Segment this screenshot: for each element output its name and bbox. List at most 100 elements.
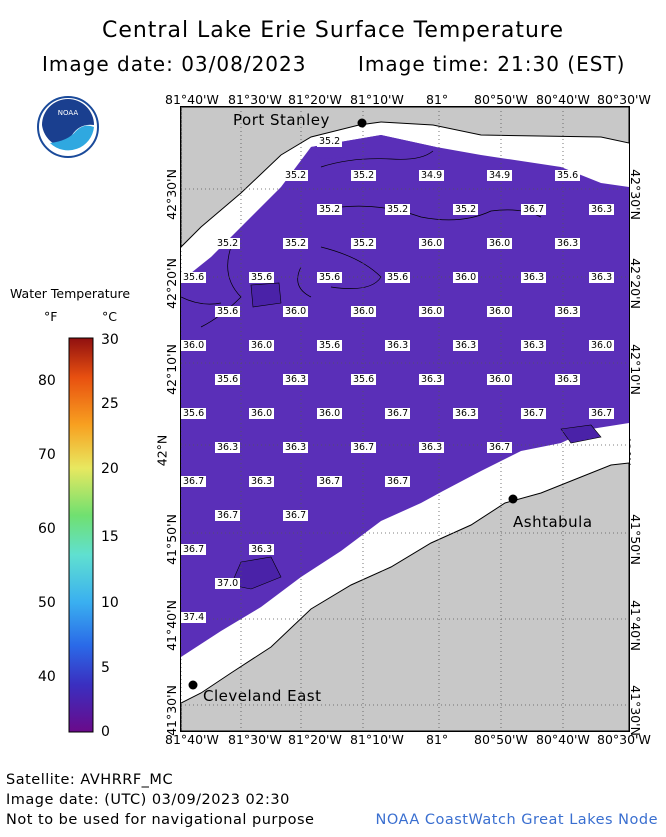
port-stanley-label: Port Stanley	[233, 111, 330, 129]
temp-label: 36.0	[317, 408, 343, 419]
lon-label: 80°30'W	[597, 732, 651, 747]
temp-label: 36.7	[521, 408, 547, 419]
temp-label: 36.7	[317, 476, 343, 487]
c-tick: 10	[101, 595, 119, 611]
temp-label: 35.2	[215, 238, 241, 249]
temp-label: 34.9	[487, 170, 513, 181]
temp-label: 36.3	[283, 374, 309, 385]
temp-label: 36.7	[215, 510, 241, 521]
lon-label: 81°20'W	[288, 732, 342, 747]
unit-c: °C	[102, 309, 117, 324]
color-scale-bar	[68, 337, 94, 733]
f-tick: 40	[38, 669, 56, 685]
lon-label: 81°30'W	[228, 732, 282, 747]
lon-label: 81°30'W	[228, 92, 282, 107]
temp-label: 35.2	[317, 204, 343, 215]
temp-label: 36.3	[453, 340, 479, 351]
temp-label: 36.3	[283, 442, 309, 453]
lat-label: 42°30'N	[163, 169, 179, 220]
temp-label: 36.3	[453, 408, 479, 419]
temp-label: 35.6	[555, 170, 581, 181]
lon-label: 80°40'W	[536, 732, 590, 747]
temp-label: 36.3	[521, 272, 547, 283]
lat-label: 42°N	[154, 434, 170, 467]
temp-label: 35.6	[351, 374, 377, 385]
temp-label: 36.7	[521, 204, 547, 215]
temp-label: 36.3	[589, 204, 615, 215]
temp-label: 35.6	[215, 306, 241, 317]
south-shore-land	[181, 462, 629, 731]
temp-label: 36.0	[419, 238, 445, 249]
temp-label: 35.2	[385, 204, 411, 215]
temp-label: 35.6	[249, 272, 275, 283]
c-tick: 20	[101, 461, 119, 477]
image-time: Image time: 21:30 (EST)	[358, 52, 626, 76]
temp-label: 36.7	[589, 408, 615, 419]
temp-label: 35.2	[453, 204, 479, 215]
c-tick: 0	[101, 724, 110, 740]
temp-label: 36.3	[419, 374, 445, 385]
temp-label: 35.6	[181, 272, 207, 283]
lat-label: 42°30'N	[627, 169, 643, 220]
temp-label: 35.6	[215, 374, 241, 385]
lat-label: 41°30'N	[163, 685, 179, 736]
temp-label: 36.7	[487, 442, 513, 453]
lat-label: 42°10'N	[627, 344, 643, 395]
ashtabula-label: Ashtabula	[513, 513, 593, 531]
temp-label: 37.0	[215, 578, 241, 589]
utc-date: Image date: (UTC) 03/09/2023 02:30	[6, 792, 290, 808]
water-surface	[181, 135, 629, 657]
lat-label: 42°20'N	[163, 258, 179, 309]
temp-label: 36.0	[589, 340, 615, 351]
temp-label: 36.3	[419, 442, 445, 453]
port-stanley-marker	[357, 118, 367, 128]
temp-label: 35.2	[317, 136, 343, 147]
temp-label: 35.6	[317, 340, 343, 351]
lon-label: 81°40'W	[165, 732, 219, 747]
lon-label: 80°50'W	[474, 732, 528, 747]
temp-label: 36.7	[351, 442, 377, 453]
lat-label: 42°20'N	[627, 258, 643, 309]
svg-text:NOAA: NOAA	[58, 109, 79, 117]
credit-text: NOAA CoastWatch Great Lakes Node	[375, 812, 658, 828]
c-tick: 15	[101, 529, 119, 545]
f-tick: 60	[38, 521, 56, 537]
lat-label: 41°30'N	[627, 685, 643, 736]
map-title: Central Lake Erie Surface Temperature	[101, 18, 565, 43]
temp-label: 36.0	[419, 306, 445, 317]
temp-label: 36.3	[521, 340, 547, 351]
lat-label: 41°40'N	[627, 600, 643, 651]
temp-label: 36.3	[555, 238, 581, 249]
lon-label: 80°30'W	[597, 92, 651, 107]
temp-label: 35.2	[283, 238, 309, 249]
temp-label: 36.7	[385, 476, 411, 487]
temp-label: 37.4	[181, 612, 207, 623]
lon-label: 81°10'W	[350, 732, 404, 747]
c-tick: 25	[101, 396, 119, 412]
temp-label: 36.7	[181, 544, 207, 555]
noaa-logo: NOAA	[37, 96, 99, 158]
temp-label: 36.0	[181, 340, 207, 351]
temp-label: 36.7	[283, 510, 309, 521]
lon-label: 81°20'W	[288, 92, 342, 107]
lon-label: 81°10'W	[350, 92, 404, 107]
ashtabula-marker	[508, 494, 518, 504]
temp-label: 36.3	[385, 340, 411, 351]
temp-label: 35.6	[317, 272, 343, 283]
f-tick: 70	[38, 447, 56, 463]
f-tick: 50	[38, 595, 56, 611]
temp-label: 36.3	[249, 476, 275, 487]
c-tick: 5	[101, 660, 110, 676]
disclaimer: Not to be used for navigational purpose	[6, 812, 315, 828]
lon-label: 81°40'W	[165, 92, 219, 107]
lake-map: Port Stanley Ashtabula Cleveland East 35…	[180, 106, 630, 732]
lon-label: 81°	[426, 732, 449, 747]
temp-label: 36.3	[555, 306, 581, 317]
north-shore-land	[181, 107, 629, 248]
temp-label: 36.3	[249, 544, 275, 555]
temp-label: 36.3	[215, 442, 241, 453]
satellite-info: Satellite: AVHRRF_MC	[6, 772, 174, 788]
cleveland-east-marker	[188, 680, 198, 690]
c-tick: 30	[101, 332, 119, 348]
lat-label: 42°10'N	[163, 344, 179, 395]
